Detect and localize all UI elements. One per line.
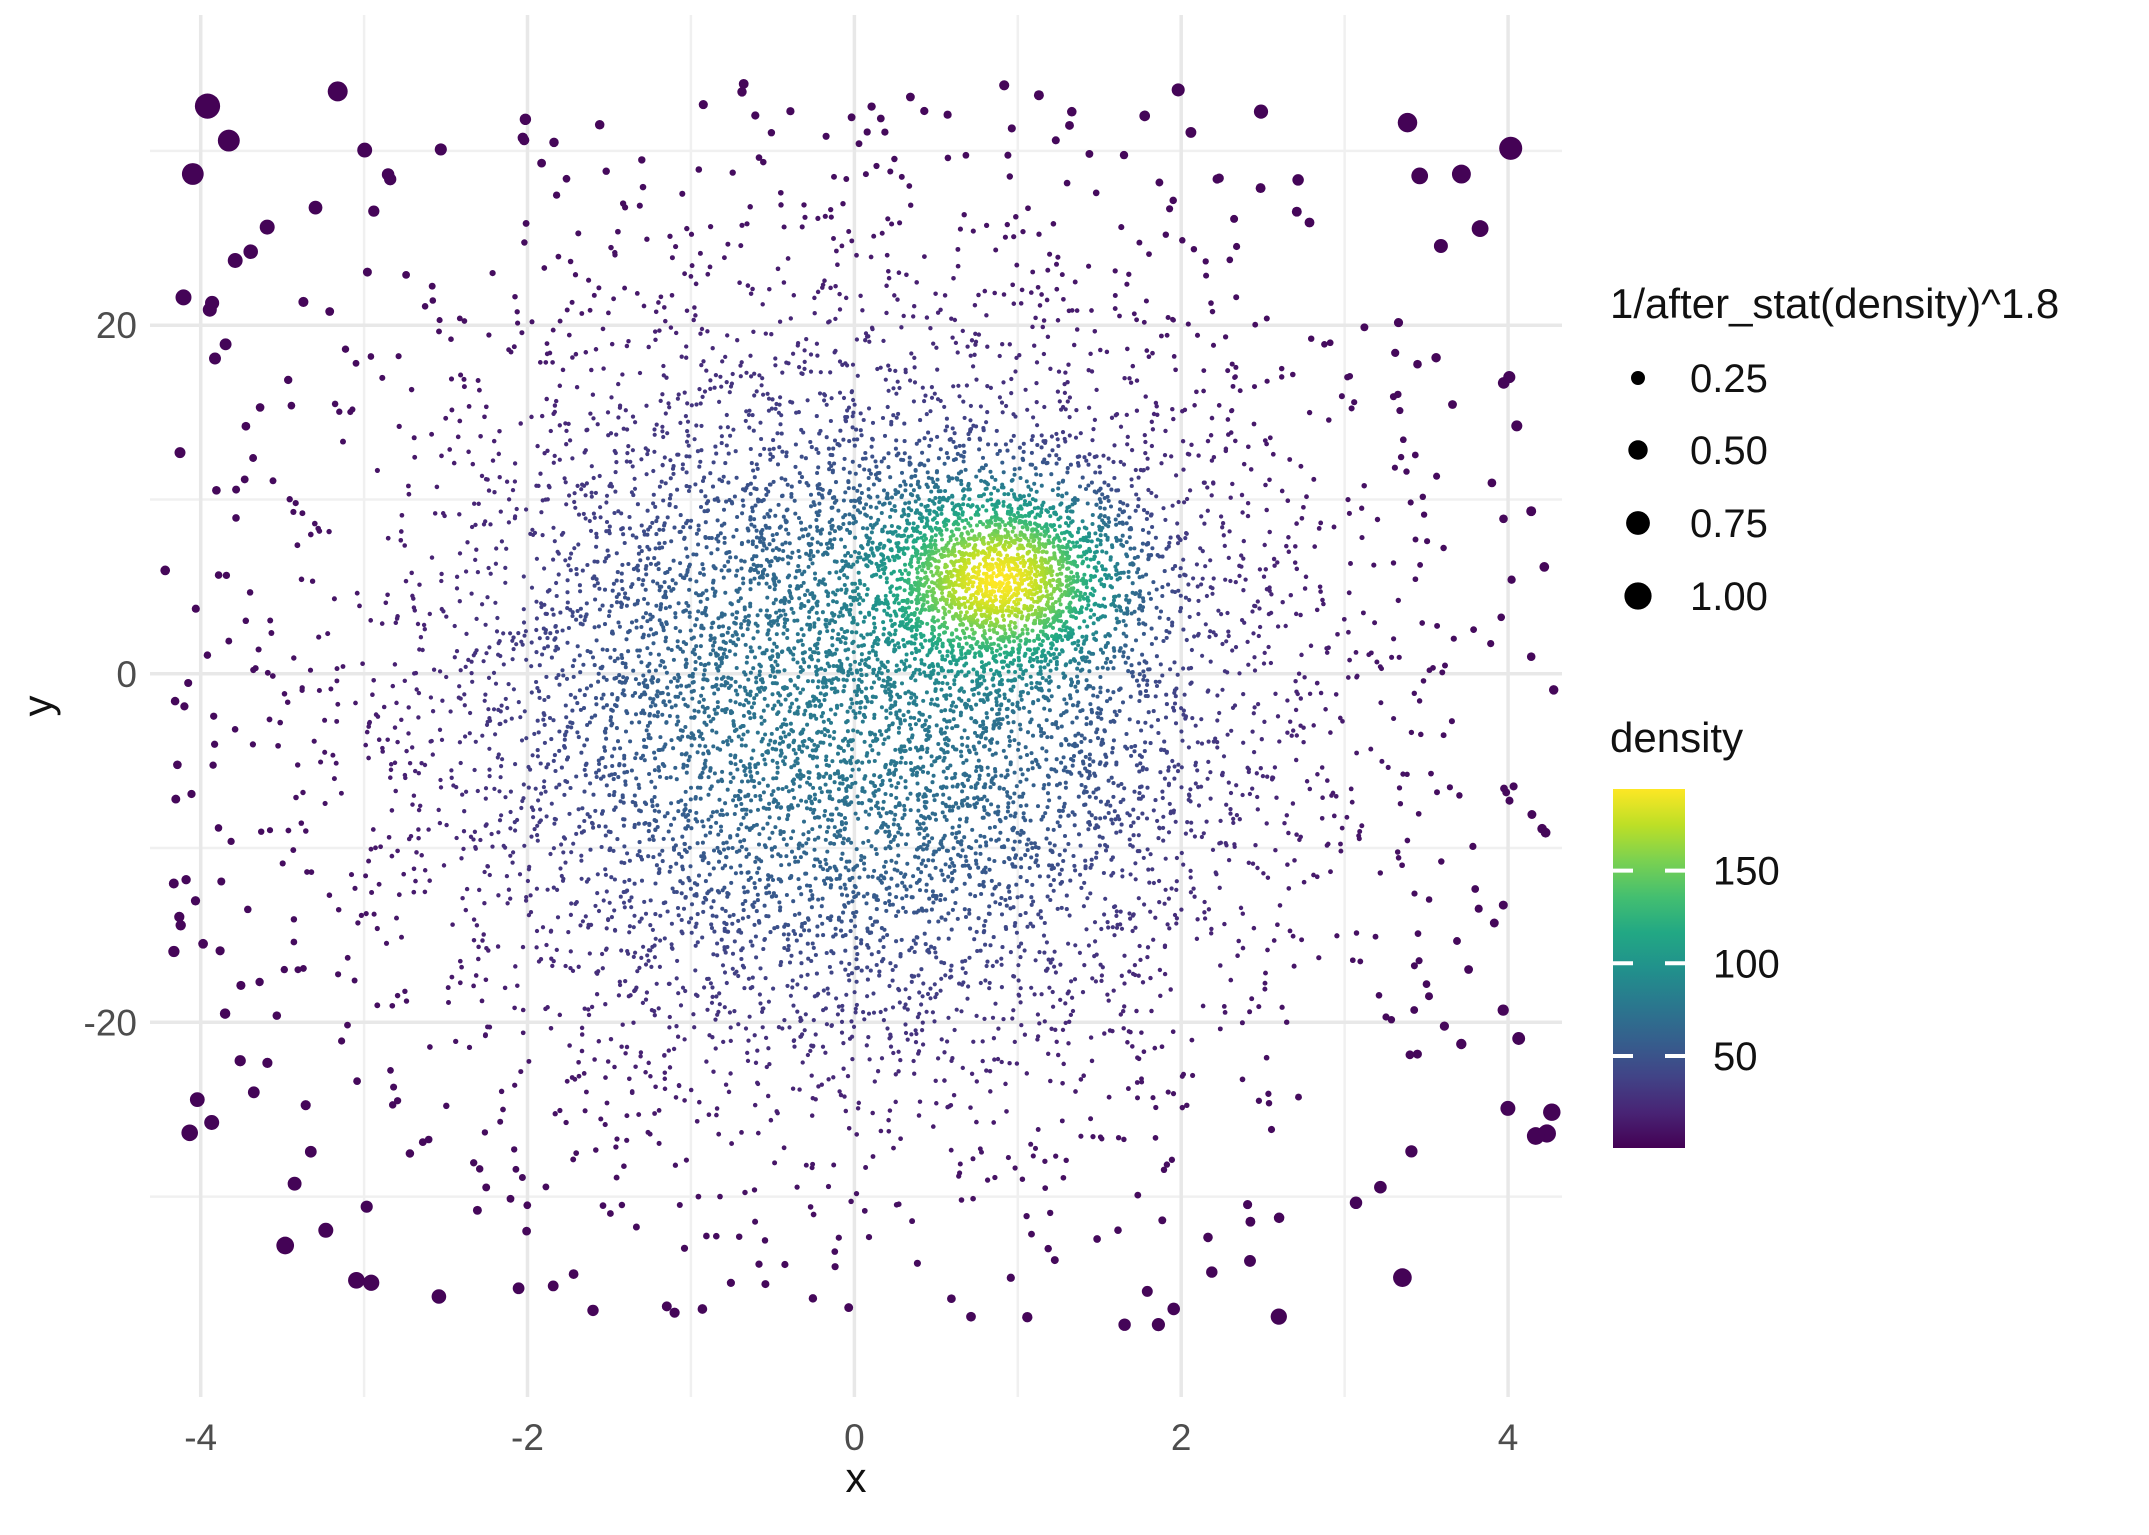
x-tick-label: -4: [184, 1417, 217, 1458]
size-legend-key-dot-025: [1631, 371, 1645, 385]
x-axis-title: x: [846, 1454, 867, 1501]
size-legend-label-025: 0.25: [1690, 357, 1768, 401]
gridlines-major: [150, 15, 1562, 1397]
y-axis-tick-labels: 20 0 -20: [84, 305, 137, 1043]
colorbar-tick-marks: [1613, 868, 1685, 1058]
colorbar-tick-label: 50: [1713, 1035, 1758, 1079]
size-legend-key-dot-100: [1624, 582, 1652, 610]
size-legend-key-dot-075: [1626, 511, 1650, 535]
size-legend-title: 1/after_stat(density)^1.8: [1610, 280, 2059, 327]
size-legend: 1/after_stat(density)^1.8 0.25 0.50 0.75…: [1610, 280, 2059, 619]
y-axis-title: y: [14, 696, 61, 717]
y-tick-label: -20: [84, 1002, 137, 1043]
color-legend-title: density: [1610, 714, 1743, 761]
color-legend: density 150 100 50: [1610, 714, 1780, 1148]
y-tick-label: 0: [116, 654, 137, 695]
x-tick-label: 2: [1171, 1417, 1192, 1458]
size-legend-label-075: 0.75: [1690, 502, 1768, 546]
colorbar-tick-labels: 150 100 50: [1713, 850, 1780, 1079]
x-tick-label: 0: [844, 1417, 865, 1458]
x-tick-label: 4: [1498, 1417, 1519, 1458]
x-tick-label: -2: [511, 1417, 544, 1458]
colorbar-gradient: [1613, 789, 1685, 1148]
scatter-points: [160, 78, 1561, 1332]
size-legend-key-dot-050: [1628, 440, 1648, 460]
size-legend-label-100: 1.00: [1690, 575, 1768, 619]
y-tick-label: 20: [96, 305, 137, 346]
size-legend-label-050: 0.50: [1690, 429, 1768, 473]
x-axis-tick-labels: -4 -2 0 2 4: [184, 1417, 1518, 1458]
colorbar-tick-label: 150: [1713, 850, 1780, 894]
colorbar-tick-label: 100: [1713, 942, 1780, 986]
